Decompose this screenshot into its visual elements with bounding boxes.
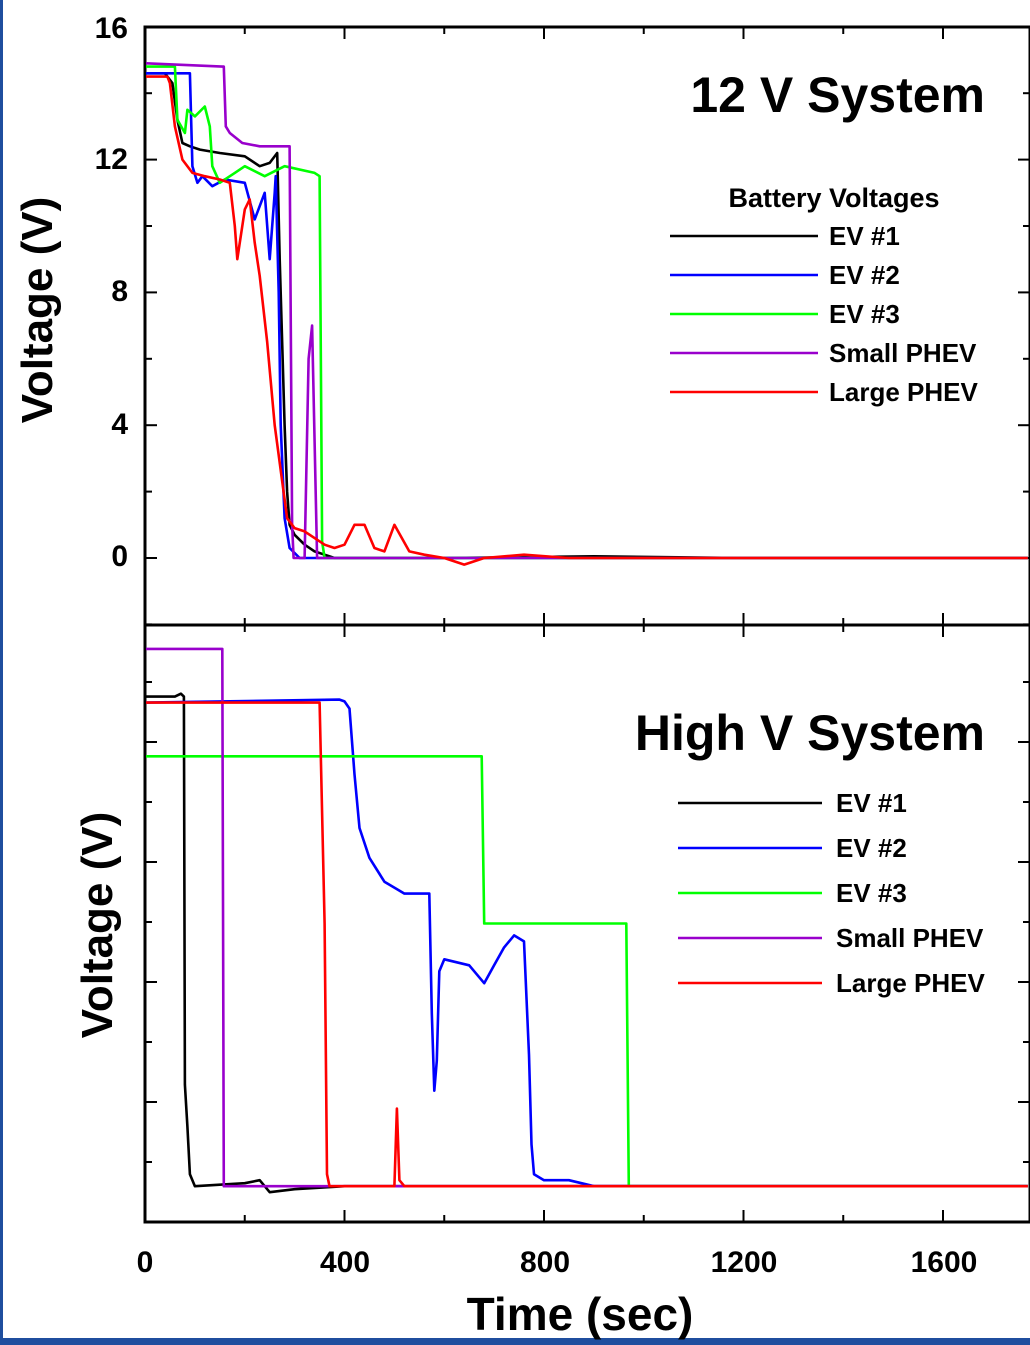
legend-label: Large PHEV [829, 377, 978, 407]
x-tick-label: 1600 [911, 1246, 978, 1279]
series-line-small-phev [146, 62, 1028, 560]
series-line-ev-3 [146, 65, 1028, 560]
y-tick-label: 12 [95, 143, 128, 176]
legend-label: Large PHEV [836, 968, 985, 998]
legend-label: Small PHEV [829, 338, 977, 368]
x-tick-label: 0 [137, 1246, 154, 1279]
plot-frame-high-v [143, 623, 1030, 1224]
y-tick-label: 0 [111, 540, 128, 573]
y-tick-label: 16 [95, 12, 128, 45]
panel-12v: 0 4 8 12 16 Voltage (V) 12 V System Batt… [13, 12, 1030, 627]
ticks-high-v [145, 625, 1030, 1223]
slide-bottom-edge [0, 1338, 1030, 1345]
legend-label: EV #1 [829, 221, 900, 251]
legend-12v: EV #1 EV #2 EV #3 Small PHEV Large PHEV [670, 221, 978, 407]
legend-high-v: EV #1 EV #2 EV #3 Small PHEV Large PHEV [678, 788, 985, 998]
legend-label: EV #2 [829, 260, 900, 290]
y-tick-label: 4 [111, 408, 128, 441]
series-line-large-phev [146, 75, 1028, 566]
series-line-ev-2 [146, 72, 1028, 560]
y-tick-label: 8 [111, 275, 128, 308]
series-line-large-phev [146, 701, 1028, 1188]
series-12v [146, 62, 1028, 566]
x-axis-title: Time (sec) [467, 1288, 694, 1340]
legend-label: Small PHEV [836, 923, 984, 953]
panel-high-v: 0 400 800 1200 1600 Time (sec) Voltage (… [73, 623, 1030, 1340]
y-axis-title: Voltage (V) [13, 197, 62, 424]
series-line-ev-2 [146, 698, 1028, 1188]
legend-label: EV #3 [836, 878, 907, 908]
x-tick-label: 1200 [711, 1246, 778, 1279]
legend-label: EV #3 [829, 299, 900, 329]
y-axis-title: Voltage (V) [73, 812, 122, 1039]
slide-left-edge [0, 0, 3, 1345]
legend-label: EV #2 [836, 833, 907, 863]
x-tick-label: 400 [320, 1246, 370, 1279]
legend-label: EV #1 [836, 788, 907, 818]
series-high-v [146, 647, 1028, 1194]
x-tick-label: 800 [520, 1246, 570, 1279]
legend-title: Battery Voltages [728, 183, 939, 213]
panel-title: 12 V System [690, 67, 985, 123]
panel-title: High V System [635, 705, 985, 761]
